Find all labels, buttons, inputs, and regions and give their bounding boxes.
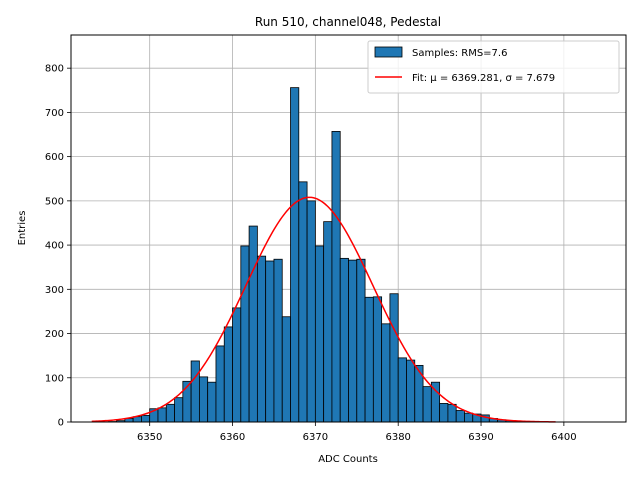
x-tick-label: 6380 — [385, 432, 410, 443]
plot-frame — [70, 34, 627, 423]
legend-fit-label: Fit: μ = 6369.281, σ = 7.679 — [412, 73, 555, 84]
histogram-bar — [248, 225, 258, 423]
legend-histogram-swatch — [374, 46, 403, 58]
histogram-bar — [190, 360, 200, 423]
histogram-bar — [389, 293, 399, 423]
x-axis: 6350 6360 6370 6380 6390 6400 — [137, 422, 577, 443]
y-tick-label: 500 — [45, 196, 64, 207]
y-tick-label: 400 — [45, 241, 64, 252]
histogram-bar — [314, 245, 325, 423]
histogram-bar — [464, 412, 474, 423]
fit-curve — [91, 196, 556, 423]
chart-title: Run 510, channel048, Pedestal — [255, 15, 441, 29]
histogram-bar — [223, 326, 233, 423]
y-tick-label: 300 — [45, 285, 64, 296]
histogram-bar — [290, 87, 300, 423]
y-tick-label: 600 — [45, 152, 64, 163]
histogram-bar — [406, 359, 416, 423]
x-tick-label: 6390 — [468, 432, 493, 443]
y-axis-label: Entries — [17, 211, 28, 246]
y-tick-label: 0 — [58, 418, 64, 429]
x-tick-label: 6360 — [220, 432, 245, 443]
histogram-bar — [215, 345, 225, 423]
histogram-bar — [439, 403, 449, 423]
histogram-bar — [198, 376, 209, 423]
y-tick-label: 800 — [45, 64, 64, 75]
legend-histogram-label: Samples: RMS=7.6 — [412, 48, 507, 59]
histogram-bar — [256, 255, 267, 423]
histogram-bar — [447, 403, 457, 423]
histogram-bar — [157, 407, 167, 423]
y-axis: 0 100 200 300 400 500 600 700 800 — [45, 64, 71, 429]
y-tick-label: 100 — [45, 373, 64, 384]
histogram-bar — [298, 181, 308, 423]
histogram-bars — [107, 87, 540, 423]
histogram-bar — [174, 397, 184, 423]
legend: Samples: RMS=7.6 Fit: μ = 6369.281, σ = … — [367, 40, 620, 94]
x-tick-label: 6400 — [551, 432, 576, 443]
x-tick-label: 6350 — [137, 432, 162, 443]
histogram-bar — [141, 414, 151, 423]
histogram-bar — [364, 296, 374, 423]
histogram-bar — [323, 221, 333, 423]
x-axis-label: ADC Counts — [318, 454, 378, 465]
y-tick-label: 700 — [45, 108, 64, 119]
x-tick-label: 6370 — [303, 432, 328, 443]
histogram-bar — [265, 260, 275, 423]
histogram-bar — [232, 307, 242, 423]
histogram-bar — [381, 323, 391, 423]
histogram-bar — [331, 131, 341, 423]
histogram-bar — [422, 386, 432, 423]
legend-box — [367, 40, 620, 94]
histogram-bar — [455, 410, 465, 423]
histogram-bar — [397, 357, 407, 423]
histogram-bar — [207, 381, 217, 423]
y-tick-label: 200 — [45, 329, 64, 340]
histogram-bar — [281, 316, 291, 423]
histogram-bar — [339, 257, 349, 423]
histogram-bar — [348, 259, 358, 423]
histogram-bar — [165, 403, 175, 423]
histogram-bar — [306, 200, 316, 423]
histogram-bar — [240, 245, 250, 423]
histogram-bar — [356, 258, 366, 423]
histogram-bar — [273, 258, 283, 423]
histogram-bar — [372, 296, 383, 423]
